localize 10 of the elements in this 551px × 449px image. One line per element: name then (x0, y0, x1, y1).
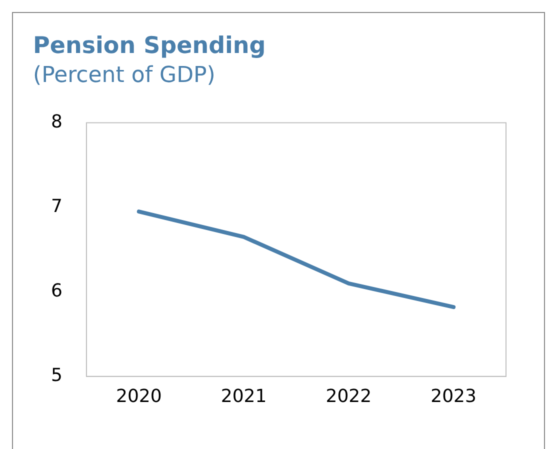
x-tick-label: 2021 (220, 386, 267, 407)
y-tick-label: 7 (51, 196, 62, 218)
x-tick-label: 2022 (326, 386, 372, 407)
x-tick-label: 2020 (116, 386, 162, 407)
y-tick-label: 8 (51, 111, 62, 132)
x-tick-label: 2023 (430, 386, 476, 407)
chart-title: Pension Spending (33, 33, 267, 59)
y-tick-label: 5 (51, 365, 62, 386)
chart-subtitle: (Percent of GDP) (33, 63, 216, 88)
y-tick-label: 6 (51, 280, 62, 302)
